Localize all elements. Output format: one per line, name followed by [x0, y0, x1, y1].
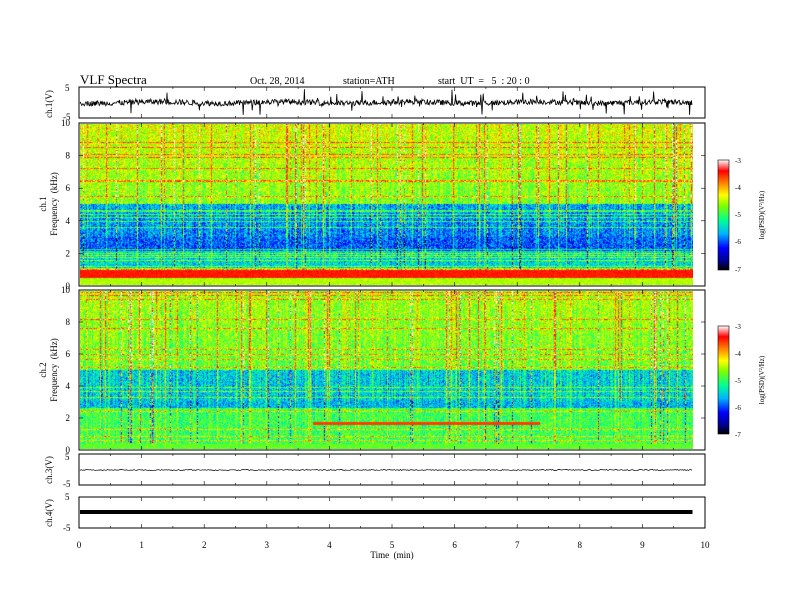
time-tick-label: 0 [77, 540, 82, 550]
ch1-ytick-bottom: -5 [63, 112, 71, 122]
ch2-frequency-label: Frequency (kHz) [49, 338, 59, 401]
ch2-channel-label: ch.2 [38, 362, 48, 377]
ch3-ytick-bottom: -5 [63, 479, 71, 489]
ch3-waveform-ylabel: ch.3(V) [44, 456, 54, 484]
ch1-spectrogram-image [80, 124, 693, 285]
frequency-tick-label: 0 [66, 281, 71, 291]
frequency-tick-label: 4 [66, 381, 71, 391]
ch2-colorbar-tick: -5 [735, 377, 741, 385]
ch2-colorbar-tick: -3 [735, 323, 741, 331]
ch2-spectrogram-image [80, 291, 693, 449]
time-tick-label: 8 [578, 540, 583, 550]
time-axis-label: Time (min) [370, 550, 413, 560]
ch1-channel-label: ch.1 [38, 196, 48, 211]
ch1-colorbar-label: log(PSD)(V²/Hz) [758, 190, 766, 239]
frequency-tick-label: 0 [66, 445, 71, 455]
figure-title: VLF Spectra [80, 72, 147, 87]
ch2-colorbar-tick: -7 [735, 431, 741, 439]
ch3-waveform-line [79, 469, 693, 471]
time-tick-label: 3 [265, 540, 270, 550]
ch3-waveform-panel: 5 -5 ch.3(V) [44, 452, 706, 489]
ch4-ytick-bottom: -5 [63, 523, 71, 533]
time-tick-label: 4 [327, 540, 332, 550]
time-tick-label: 6 [452, 540, 457, 550]
ch2-colorbar-tick: -4 [735, 350, 741, 358]
ch4-waveform-ylabel: ch.4(V) [44, 499, 54, 527]
frequency-tick-label: 6 [66, 183, 71, 193]
frequency-tick-label: 6 [66, 349, 71, 359]
ch1-colorbar-tick: -3 [735, 157, 741, 165]
frequency-tick-label: 8 [66, 317, 71, 327]
ch4-ytick-top: 5 [65, 492, 70, 502]
time-tick-label: 10 [701, 540, 711, 550]
time-tick-label: 2 [202, 540, 207, 550]
ch1-colorbar-tick: -6 [735, 238, 741, 246]
ch4-waveform-band [80, 510, 693, 514]
ch3-ytick-top: 5 [65, 452, 70, 462]
time-tick-label: 9 [640, 540, 645, 550]
time-axis: 0 1 2 3 4 5 6 7 8 9 10 [77, 87, 710, 550]
ch1-colorbar-tick: -7 [735, 266, 741, 274]
ch1-waveform-panel: 5 -5 ch.1(V) [44, 83, 706, 122]
ch4-waveform-panel: 5 -5 ch.4(V) [44, 492, 706, 533]
frequency-tick-label: 2 [66, 413, 71, 423]
figure-station: station=ATH [343, 76, 395, 87]
time-tick-label: 7 [515, 540, 520, 550]
ch1-waveform-ylabel: ch.1(V) [44, 90, 54, 118]
frequency-tick-label: 8 [66, 151, 71, 161]
ch1-ytick-top: 5 [65, 83, 70, 93]
time-tick-label: 5 [390, 540, 395, 550]
ch1-colorbar-tick: -4 [735, 184, 741, 192]
ch1-spectrogram-panel: 0 2 4 6 8 10 ch.1 Frequency (kHz) [38, 118, 706, 291]
ch2-colorbar-tick: -6 [735, 404, 741, 412]
time-tick-label: 1 [139, 540, 144, 550]
ch1-waveform-line [79, 89, 693, 115]
ch2-colorbar: -3 -4 -5 -6 -7 log(PSD)(V²/Hz) [717, 323, 766, 439]
figure-date: Oct. 28, 2014 [250, 76, 304, 87]
frequency-tick-label: 2 [66, 248, 71, 258]
frequency-tick-label: 4 [66, 216, 71, 226]
frequency-tick-label: 10 [61, 285, 71, 295]
ch1-colorbar-tick: -5 [735, 211, 741, 219]
ch2-spectrogram-panel: 0 2 4 6 8 10 ch.2 Frequency (kHz) [38, 285, 706, 455]
ch1-colorbar: -3 -4 -5 -6 -7 log(PSD)(V²/Hz) [717, 157, 766, 274]
ch1-colorbar-gradient [717, 159, 730, 271]
frequency-tick-label: 10 [61, 118, 71, 128]
ch2-colorbar-gradient [717, 325, 730, 435]
ch2-colorbar-label: log(PSD)(V²/Hz) [758, 355, 766, 404]
figure-start-time: start UT = 5 : 20 : 0 [438, 76, 530, 87]
ch1-frequency-label: Frequency (kHz) [49, 172, 59, 235]
